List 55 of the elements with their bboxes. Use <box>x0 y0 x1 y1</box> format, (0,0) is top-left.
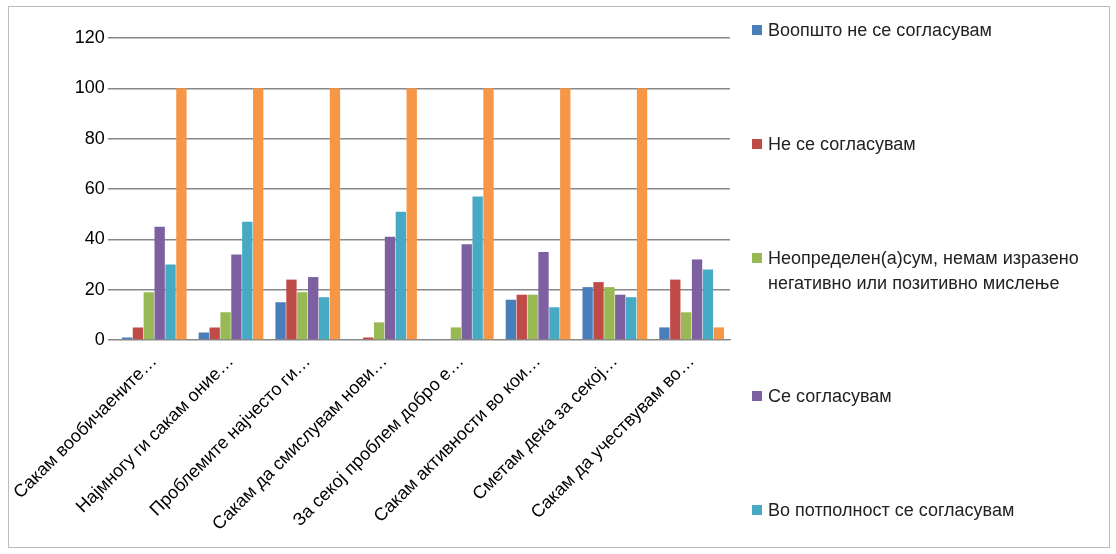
bar <box>308 277 319 340</box>
bar <box>593 282 604 340</box>
bar <box>286 279 297 340</box>
bar <box>582 287 593 340</box>
legend-label: Не се согласувам <box>768 132 916 156</box>
bar <box>538 251 549 340</box>
bar <box>329 88 341 340</box>
bar <box>176 88 187 340</box>
bar <box>659 327 670 340</box>
bar <box>560 88 571 340</box>
bar <box>691 259 703 340</box>
bar <box>373 322 385 340</box>
bar <box>132 327 144 340</box>
bar <box>461 244 472 340</box>
bar <box>165 264 176 340</box>
bar <box>615 294 626 340</box>
bar <box>549 307 560 340</box>
y-tick-label: 60 <box>84 177 105 198</box>
bar <box>713 327 724 340</box>
bar <box>297 292 308 340</box>
y-tick-label: 0 <box>94 328 105 349</box>
legend-label: Неопределен(а)сум, немам изразено негативно или позитивно мислење <box>768 246 1080 295</box>
bar <box>143 292 154 340</box>
bar <box>670 279 681 340</box>
bar <box>384 236 396 340</box>
bar <box>318 297 330 340</box>
bar <box>527 294 538 340</box>
bar <box>198 332 209 340</box>
bar <box>625 297 637 340</box>
y-tick-label: 100 <box>74 77 105 98</box>
bar <box>505 299 517 340</box>
y-tick-label: 20 <box>84 278 105 299</box>
bar <box>472 196 483 340</box>
bar <box>516 294 527 340</box>
y-tick-label: 120 <box>74 26 105 47</box>
bar <box>154 226 165 340</box>
bar <box>220 312 231 340</box>
bar <box>275 302 286 340</box>
y-tick-label: 80 <box>84 127 105 148</box>
bar <box>395 211 407 340</box>
bar <box>242 221 253 340</box>
y-tick-label: 40 <box>84 228 105 249</box>
bar <box>636 88 648 340</box>
legend-label: Воопшто не се согласувам <box>768 19 992 42</box>
bar <box>702 269 714 340</box>
bar <box>253 88 264 340</box>
bar <box>231 254 242 340</box>
legend-label: Во потполност се согласувам <box>768 499 1015 522</box>
bar <box>209 327 220 340</box>
bar <box>681 312 692 340</box>
bar <box>450 327 462 340</box>
legend-label: Се согласувам <box>768 385 892 409</box>
bar <box>483 88 494 340</box>
bar <box>406 88 417 340</box>
bar <box>604 287 615 340</box>
